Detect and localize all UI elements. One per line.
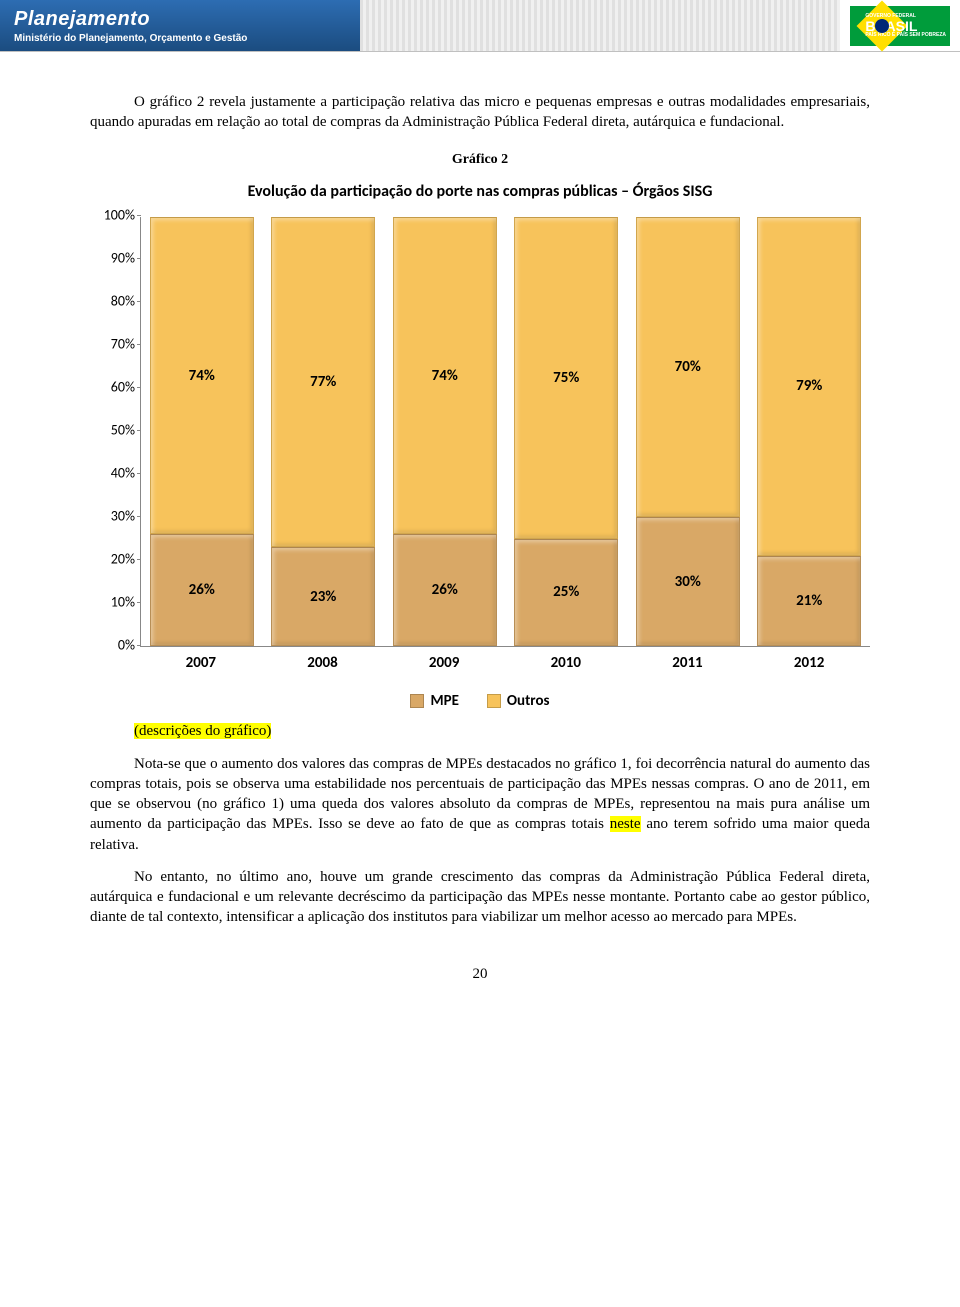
chart-bar-segment: 70% — [636, 217, 740, 517]
chart-plot-area: 74%26%77%23%74%26%75%25%70%30%79%21% 0%1… — [140, 217, 870, 647]
chart-ytick-mark — [137, 344, 141, 345]
chart-ytick-label: 80% — [91, 293, 135, 312]
chart-ytick-label: 30% — [91, 508, 135, 527]
paragraph-1: O gráfico 2 revela justamente a particip… — [90, 92, 870, 133]
header-subtitle: Ministério do Planejamento, Orçamento e … — [14, 33, 360, 44]
chart-xtick-label: 2009 — [392, 653, 496, 673]
header-title: Planejamento — [14, 8, 360, 31]
chart-bar-segment: 74% — [393, 217, 497, 534]
chart-bar-column: 74%26% — [393, 217, 497, 646]
header-stripe-decor — [360, 0, 840, 51]
chart-bar-segment: 21% — [757, 556, 861, 646]
chart-ytick-mark — [137, 301, 141, 302]
chart-ytick-label: 40% — [91, 465, 135, 484]
chart-ytick-label: 100% — [91, 207, 135, 226]
chart-legend: MPE Outros — [90, 691, 870, 711]
page-number: 20 — [90, 964, 870, 984]
chart-container: Evolução da participação do porte nas co… — [90, 181, 870, 711]
chart-bar-segment: 77% — [271, 217, 375, 547]
chart-ytick-mark — [137, 258, 141, 259]
chart-bar-segment: 25% — [514, 539, 618, 646]
chart-ytick-mark — [137, 602, 141, 603]
chart-ytick-mark — [137, 215, 141, 216]
chart-ytick-label: 20% — [91, 551, 135, 570]
chart-bar-segment: 75% — [514, 217, 618, 539]
flag-text: GOVERNO FEDERAL BRASIL PAÍS RICO É PAÍS … — [865, 14, 946, 38]
page-body: O gráfico 2 revela justamente a particip… — [0, 52, 960, 1036]
chart-bar-column: 75%25% — [514, 217, 618, 646]
app-header: Planejamento Ministério do Planejamento,… — [0, 0, 960, 52]
paragraph-3: No entanto, no último ano, houve um gran… — [90, 867, 870, 928]
chart-ytick-label: 90% — [91, 250, 135, 269]
paragraph-2: Nota-se que o aumento dos valores das co… — [90, 754, 870, 855]
chart-ytick-mark — [137, 473, 141, 474]
chart-bar-segment: 26% — [150, 534, 254, 646]
chart-bar-segment: 23% — [271, 547, 375, 646]
chart-bar-column: 70%30% — [636, 217, 740, 646]
chart-ytick-mark — [137, 387, 141, 388]
chart-caption: Gráfico 2 — [90, 151, 870, 170]
chart-ytick-mark — [137, 645, 141, 646]
chart-bar-column: 79%21% — [757, 217, 861, 646]
chart-ytick-mark — [137, 559, 141, 560]
chart-xtick-label: 2008 — [270, 653, 374, 673]
chart-legend-swatch — [487, 694, 501, 708]
chart-x-labels: 2007 2008 2009 2010 2011 2012 — [140, 653, 870, 673]
chart-title: Evolução da participação do porte nas co… — [90, 181, 870, 203]
header-flag-logo: GOVERNO FEDERAL BRASIL PAÍS RICO É PAÍS … — [840, 0, 960, 51]
chart-xtick-label: 2007 — [149, 653, 253, 673]
header-branding: Planejamento Ministério do Planejamento,… — [0, 0, 360, 51]
chart-ytick-label: 60% — [91, 379, 135, 398]
chart-description-highlight: (descrições do gráfico) — [134, 723, 271, 739]
chart-bar-column: 77%23% — [271, 217, 375, 646]
chart-xtick-label: 2011 — [635, 653, 739, 673]
chart-ytick-label: 50% — [91, 422, 135, 441]
chart-bar-column: 74%26% — [150, 217, 254, 646]
brasil-flag-icon: GOVERNO FEDERAL BRASIL PAÍS RICO É PAÍS … — [850, 6, 950, 46]
chart-xtick-label: 2012 — [757, 653, 861, 673]
chart-legend-item: Outros — [487, 691, 550, 711]
chart-legend-swatch — [410, 694, 424, 708]
chart-xtick-label: 2010 — [514, 653, 618, 673]
flag-bottom-text: PAÍS RICO É PAÍS SEM POBREZA — [865, 33, 946, 38]
chart-description-note: (descrições do gráfico) — [90, 721, 870, 741]
chart-ytick-label: 10% — [91, 594, 135, 613]
chart-legend-label: Outros — [507, 691, 550, 711]
chart-legend-item: MPE — [410, 691, 458, 711]
chart-ytick-label: 0% — [91, 637, 135, 656]
chart-ytick-label: 70% — [91, 336, 135, 355]
chart-ytick-mark — [137, 516, 141, 517]
paragraph-2-highlight: neste — [610, 816, 641, 832]
chart-bar-segment: 30% — [636, 517, 740, 646]
chart-bar-segment: 26% — [393, 534, 497, 646]
chart-legend-label: MPE — [430, 691, 458, 711]
chart-bar-segment: 79% — [757, 217, 861, 556]
chart-ytick-mark — [137, 430, 141, 431]
chart-bars-row: 74%26%77%23%74%26%75%25%70%30%79%21% — [141, 217, 870, 646]
chart-bar-segment: 74% — [150, 217, 254, 534]
